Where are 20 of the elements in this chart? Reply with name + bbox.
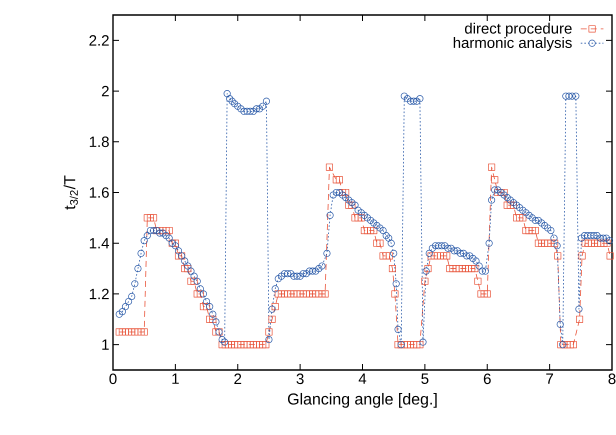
x-tick-label: 2	[234, 374, 242, 384]
y-tick-label: 2.2	[89, 35, 109, 46]
y-tick-label: 1.2	[90, 288, 109, 300]
y-tick-label: 2	[102, 86, 109, 96]
x-tick-label: 1	[172, 374, 179, 384]
y-axis-title: t$_{3/2}$/T	[64, 176, 78, 210]
x-tick-label: 0	[109, 374, 117, 384]
x-tick-label: 8	[608, 374, 616, 384]
legend-label: direct procedure	[464, 22, 572, 37]
legend-label: harmonic analysis	[454, 37, 572, 51]
x-tick-label: 3	[296, 374, 304, 384]
y-tick-label: 1.4	[90, 238, 110, 248]
x-axis-title: Glancing angle [deg.]	[288, 392, 437, 408]
y-tick-label: 1	[102, 340, 109, 350]
x-tick-label: 6	[484, 374, 491, 384]
x-tick-label: 5	[421, 374, 428, 384]
y-tick-label: 1.6	[90, 187, 109, 198]
x-tick-label: 7	[546, 374, 554, 384]
x-tick-label: 4	[358, 374, 366, 384]
y-tick-label: 1.8	[90, 136, 109, 148]
